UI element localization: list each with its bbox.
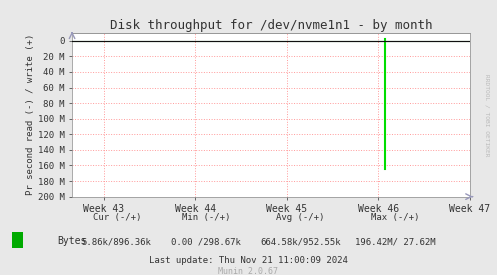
Text: RRDTOOL / TOBI OETIKER: RRDTOOL / TOBI OETIKER xyxy=(485,74,490,157)
Text: Last update: Thu Nov 21 11:00:09 2024: Last update: Thu Nov 21 11:00:09 2024 xyxy=(149,256,348,265)
Text: Avg (-/+): Avg (-/+) xyxy=(276,213,325,222)
Text: Bytes: Bytes xyxy=(57,236,86,246)
Text: Min (-/+): Min (-/+) xyxy=(182,213,231,222)
Text: Cur (-/+): Cur (-/+) xyxy=(92,213,141,222)
Title: Disk throughput for /dev/nvme1n1 - by month: Disk throughput for /dev/nvme1n1 - by mo… xyxy=(110,19,432,32)
Text: Munin 2.0.67: Munin 2.0.67 xyxy=(219,267,278,275)
Text: Max (-/+): Max (-/+) xyxy=(371,213,419,222)
Y-axis label: Pr second read (-) / write (+): Pr second read (-) / write (+) xyxy=(26,34,35,196)
Text: 0.00 /298.67k: 0.00 /298.67k xyxy=(171,238,241,247)
Text: 664.58k/952.55k: 664.58k/952.55k xyxy=(260,238,341,247)
Text: 196.42M/ 27.62M: 196.42M/ 27.62M xyxy=(355,238,435,247)
Text: 5.86k/896.36k: 5.86k/896.36k xyxy=(82,238,152,247)
